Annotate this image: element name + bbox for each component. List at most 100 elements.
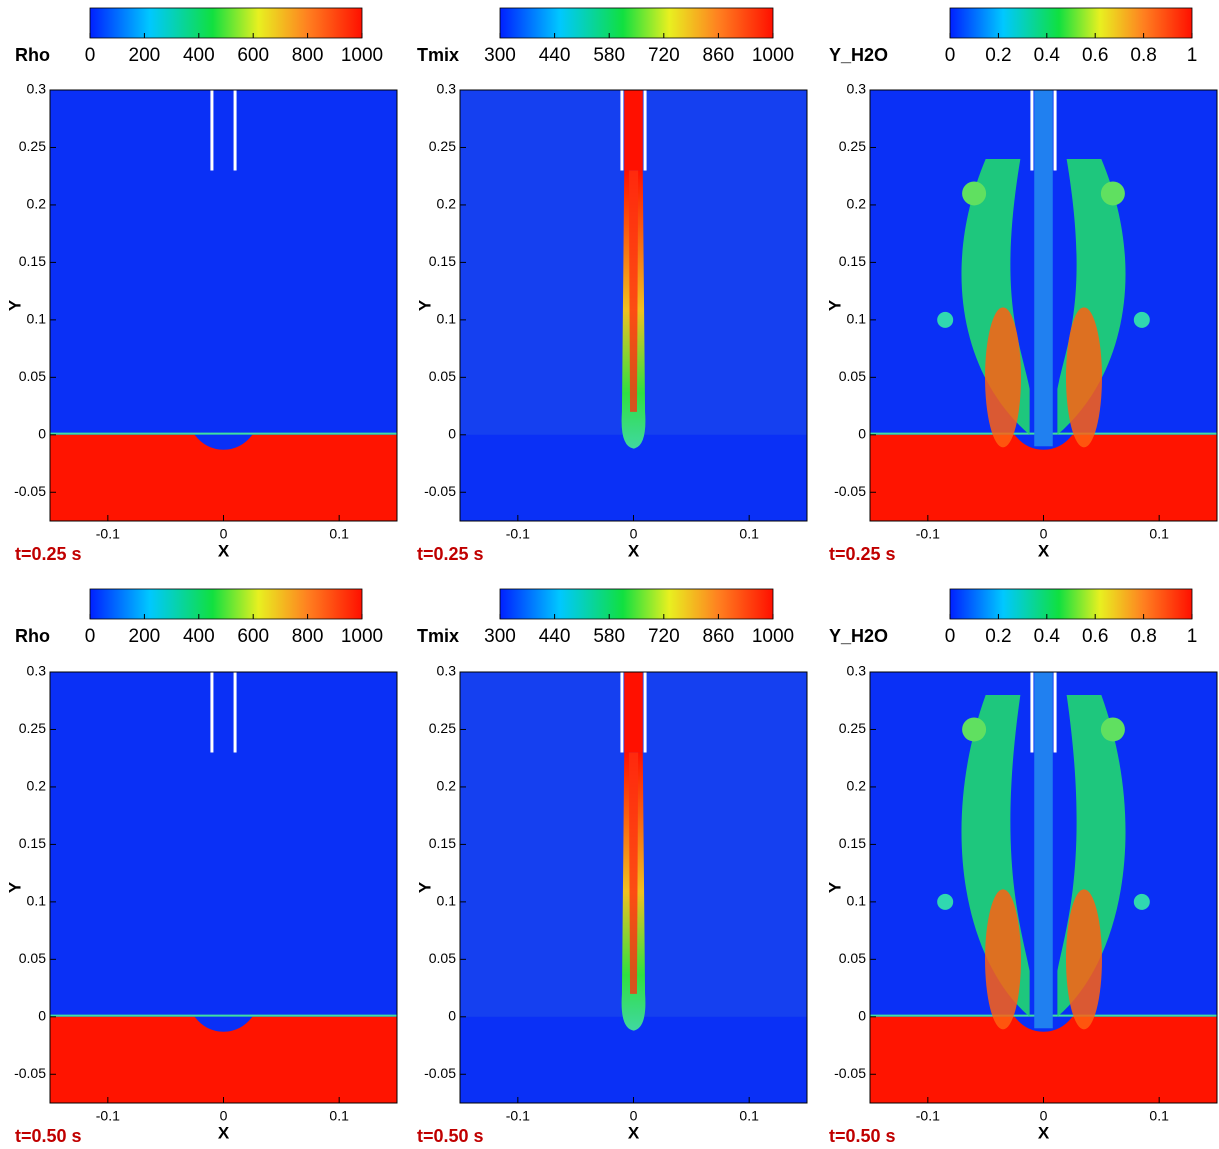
- time-annotation: t=0.25 s: [15, 544, 82, 564]
- y-tick-label: 0.1: [847, 311, 867, 327]
- colorbar-tick-label: 1000: [752, 45, 794, 66]
- panel: Y_H2O 0 0.2 0.4 0.6 0.8 1 -0.1 0 0.1 -0.05 0 0.05 0.1…: [825, 7, 1218, 564]
- jet-channel: [1034, 672, 1053, 1029]
- y-tick-label: 0.25: [839, 720, 866, 736]
- colorbar-tick-label: 440: [539, 45, 571, 66]
- y-tick-label: 0.25: [19, 138, 46, 154]
- panel: Y_H2O 0 0.2 0.4 0.6 0.8 1 -0.1 0 0.1 -0.05 0 0.05 0.1…: [825, 588, 1218, 1146]
- vortex: [962, 717, 987, 742]
- y-tick-label: 0.05: [429, 950, 456, 966]
- time-annotation: t=0.50 s: [829, 1126, 896, 1146]
- colorbar-tick-label: 600: [237, 626, 269, 647]
- vortex: [937, 893, 954, 910]
- y-tick-label: -0.05: [14, 1065, 46, 1081]
- y-axis-label: Y: [825, 299, 844, 311]
- y-tick-label: 0.2: [27, 196, 47, 212]
- time-annotation: t=0.50 s: [15, 1126, 82, 1146]
- y-tick-label: 0.05: [839, 368, 866, 384]
- time-annotation: t=0.25 s: [417, 544, 484, 564]
- y-tick-label: 0.1: [27, 311, 47, 327]
- colorbar-tick-label: 1000: [752, 626, 794, 647]
- nozzle-core: [624, 672, 643, 753]
- colorbar-label: Tmix: [417, 45, 459, 65]
- panel: Rho 0 200 400 600 800 1000 -0.1 0 0.1 -0.05 0 0.05 0.…: [5, 7, 398, 564]
- colorbar-tick-label: 860: [703, 45, 735, 66]
- y-tick-label: 0.25: [429, 138, 456, 154]
- vortex: [1100, 181, 1125, 206]
- nozzle-core: [624, 90, 643, 171]
- y-tick-label: 0: [38, 426, 46, 442]
- colorbar-tick-label: 0.4: [1034, 45, 1061, 66]
- colorbar-tick-label: 300: [484, 626, 516, 647]
- y-tick-label: 0.25: [19, 720, 46, 736]
- colorbar-tick-label: 0: [945, 626, 956, 647]
- y-tick-label: 0.3: [847, 81, 867, 97]
- pool: [870, 434, 1217, 521]
- colorbar-tick-label: 0.8: [1130, 626, 1156, 647]
- colorbar: [949, 588, 1193, 620]
- colorbar-tick-label: 400: [183, 626, 215, 647]
- y-tick-label: 0.1: [847, 893, 867, 909]
- y-tick-label: 0.15: [19, 835, 46, 851]
- colorbar-label: Y_H2O: [829, 45, 888, 65]
- panel: Tmix 300 440 580 720 860 1000 -0.1 0 0.1 -0.05 0 0.0…: [415, 7, 808, 564]
- y-tick-label: 0.25: [429, 720, 456, 736]
- colorbar-tick-label: 1: [1187, 45, 1198, 66]
- colorbar-tick-label: 0: [945, 45, 956, 66]
- y-tick-label: 0.15: [839, 835, 866, 851]
- colorbar-tick-label: 0.6: [1082, 45, 1108, 66]
- y-tick-label: 0.3: [437, 663, 457, 679]
- y-tick-label: 0: [448, 1008, 456, 1024]
- x-tick-label: 0: [1040, 526, 1048, 542]
- x-tick-label: 0: [630, 1108, 638, 1124]
- x-tick-label: 0.1: [329, 1108, 349, 1124]
- lower-field: [460, 1016, 807, 1103]
- colorbar-label: Rho: [15, 626, 50, 646]
- colorbar-tick-label: 0.4: [1034, 626, 1061, 647]
- time-annotation: t=0.25 s: [829, 544, 896, 564]
- x-tick-label: -0.1: [96, 526, 120, 542]
- colorbar-tick-label: 800: [292, 626, 324, 647]
- x-tick-label: 0.1: [739, 1108, 759, 1124]
- colorbar-tick-label: 1000: [341, 45, 383, 66]
- y-tick-label: 0.15: [19, 253, 46, 269]
- y-tick-label: 0.1: [437, 311, 457, 327]
- colorbar-tick-label: 720: [648, 626, 680, 647]
- plume-core: [1065, 889, 1102, 1030]
- colorbar-tick-label: 300: [484, 45, 516, 66]
- y-tick-label: 0.05: [19, 950, 46, 966]
- colorbar: [89, 7, 363, 39]
- colorbar-tick-label: 860: [703, 626, 735, 647]
- panel: Rho 0 200 400 600 800 1000 -0.1 0 0.1 -0.05 0 0.05 0.…: [5, 588, 398, 1146]
- y-tick-label: 0.1: [437, 893, 457, 909]
- colorbar-tick-label: 800: [292, 45, 324, 66]
- x-tick-label: 0.1: [739, 526, 759, 542]
- colorbar: [949, 7, 1193, 39]
- y-tick-label: 0.2: [27, 778, 47, 794]
- y-tick-label: 0.2: [847, 778, 867, 794]
- colorbar-label: Rho: [15, 45, 50, 65]
- x-axis-label: X: [218, 1123, 230, 1142]
- y-tick-label: 0.2: [437, 196, 457, 212]
- jet-core: [628, 752, 639, 994]
- vortex: [1133, 893, 1150, 910]
- y-tick-label: 0.1: [27, 893, 47, 909]
- vortex: [962, 181, 987, 206]
- colorbar-tick-label: 440: [539, 626, 571, 647]
- colorbar-tick-label: 0: [85, 626, 96, 647]
- x-tick-label: 0: [220, 526, 228, 542]
- x-axis-label: X: [628, 1123, 640, 1142]
- y-tick-label: 0.15: [429, 253, 456, 269]
- colorbar-tick-label: 1000: [341, 626, 383, 647]
- y-axis-label: Y: [5, 299, 24, 311]
- y-tick-label: 0.2: [437, 778, 457, 794]
- x-tick-label: -0.1: [506, 1108, 530, 1124]
- x-axis-label: X: [218, 541, 230, 560]
- colorbar-tick-label: 400: [183, 45, 215, 66]
- y-tick-label: 0.3: [27, 663, 47, 679]
- y-tick-label: 0: [858, 1008, 866, 1024]
- y-tick-label: 0: [448, 426, 456, 442]
- colorbar: [499, 7, 774, 39]
- time-annotation: t=0.50 s: [417, 1126, 484, 1146]
